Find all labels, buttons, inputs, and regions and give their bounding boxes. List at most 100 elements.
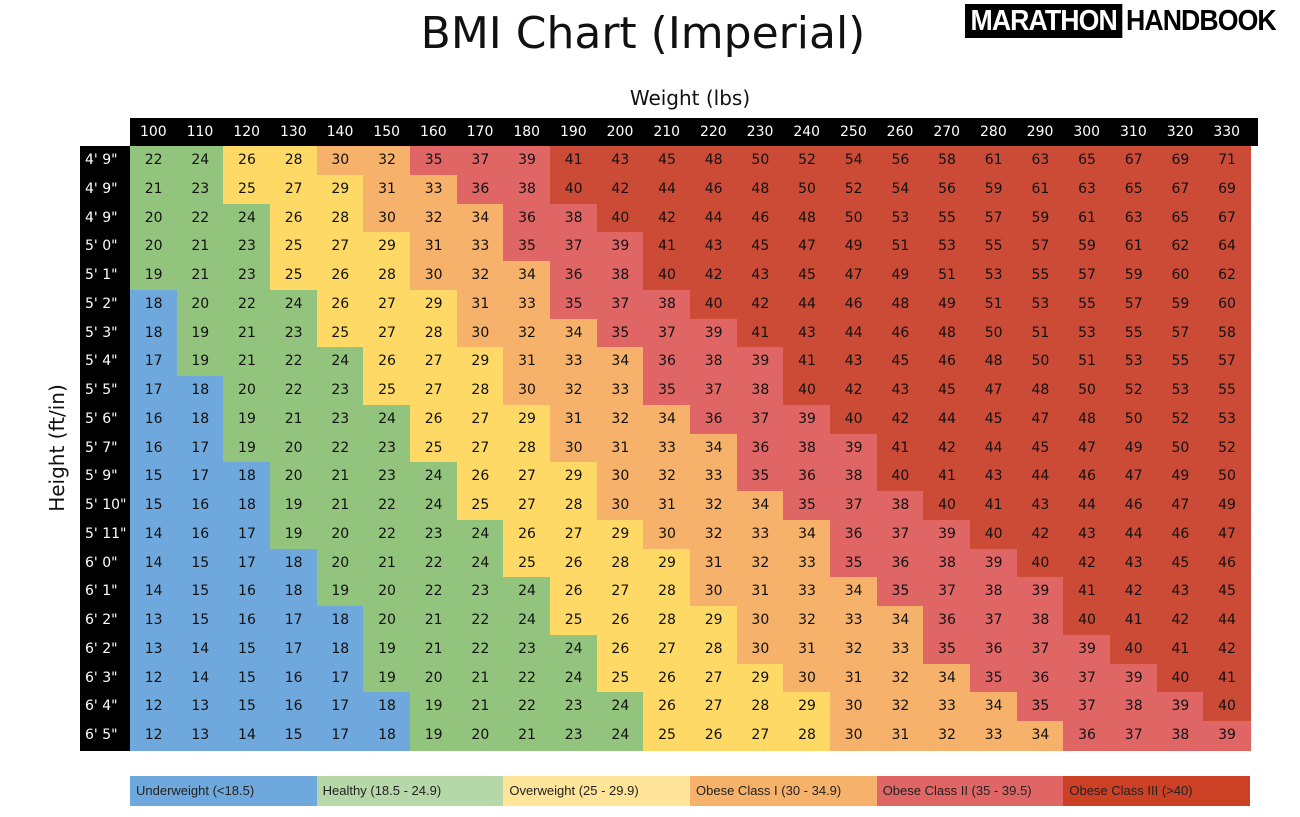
bmi-cell: 21 bbox=[456, 663, 504, 694]
bmi-cell: 52 bbox=[1110, 376, 1158, 406]
bmi-cell: 47 bbox=[1110, 462, 1158, 492]
bmi-cell: 49 bbox=[830, 232, 878, 262]
bmi-cell: 29 bbox=[783, 692, 831, 722]
bmi-cell: 23 bbox=[456, 577, 504, 607]
x-tick-label: 100 bbox=[139, 124, 167, 140]
bmi-cell: 37 bbox=[643, 318, 691, 348]
x-tick-label: 220 bbox=[699, 124, 727, 140]
bmi-cell: 31 bbox=[876, 721, 924, 751]
bmi-cell: 41 bbox=[783, 347, 831, 377]
bmi-cell: 48 bbox=[876, 289, 924, 320]
bmi-cell: 29 bbox=[690, 606, 738, 636]
x-tick-label: 160 bbox=[419, 124, 447, 140]
bmi-cell: 41 bbox=[736, 318, 784, 348]
bmi-cell: 21 bbox=[363, 548, 411, 578]
bmi-cell: 45 bbox=[970, 404, 1018, 435]
bmi-cell: 36 bbox=[503, 203, 551, 233]
y-tick-label: 5' 4" bbox=[80, 347, 130, 378]
bmi-cell: 38 bbox=[736, 376, 784, 406]
bmi-cell: 17 bbox=[176, 462, 224, 492]
bmi-cell: 14 bbox=[130, 577, 178, 607]
bmi-cell: 29 bbox=[736, 663, 784, 694]
bmi-cell: 42 bbox=[830, 376, 878, 406]
bmi-cell: 27 bbox=[270, 174, 318, 205]
bmi-cell: 32 bbox=[736, 548, 784, 578]
bmi-cell: 28 bbox=[643, 577, 691, 607]
bmi-cell: 30 bbox=[550, 433, 598, 463]
y-tick-label: 5' 7" bbox=[80, 433, 130, 464]
bmi-cell: 37 bbox=[1063, 692, 1111, 722]
bmi-cell: 34 bbox=[456, 203, 504, 233]
bmi-cell: 39 bbox=[1110, 663, 1158, 694]
bmi-cell: 23 bbox=[223, 261, 271, 291]
bmi-cell: 36 bbox=[783, 462, 831, 492]
bmi-cell: 55 bbox=[1110, 318, 1158, 348]
bmi-cell: 15 bbox=[223, 663, 271, 694]
bmi-cell: 38 bbox=[1156, 721, 1204, 751]
y-tick-label: 4' 9" bbox=[80, 174, 130, 205]
bmi-cell: 40 bbox=[783, 376, 831, 406]
bmi-cell: 18 bbox=[270, 577, 318, 607]
y-tick-label: 5' 2" bbox=[80, 289, 130, 320]
bmi-cell: 63 bbox=[1063, 174, 1111, 205]
bmi-cell: 20 bbox=[176, 289, 224, 320]
bmi-cell: 35 bbox=[410, 146, 458, 176]
bmi-cell: 17 bbox=[270, 634, 318, 665]
bmi-cell: 46 bbox=[1203, 548, 1251, 578]
bmi-cell: 26 bbox=[643, 663, 691, 694]
bmi-cell: 32 bbox=[456, 261, 504, 291]
bmi-cell: 22 bbox=[316, 433, 364, 463]
bmi-cell: 32 bbox=[690, 519, 738, 550]
bmi-cell: 37 bbox=[736, 404, 784, 435]
bmi-cell: 47 bbox=[1203, 519, 1251, 550]
bmi-cell: 59 bbox=[1110, 261, 1158, 291]
bmi-cell: 12 bbox=[130, 721, 178, 751]
bmi-cell: 51 bbox=[876, 232, 924, 262]
bmi-cell: 38 bbox=[643, 289, 691, 320]
bmi-cell: 39 bbox=[690, 318, 738, 348]
bmi-cell: 38 bbox=[923, 548, 971, 578]
bmi-cell: 43 bbox=[1063, 519, 1111, 550]
bmi-cell: 40 bbox=[970, 519, 1018, 550]
bmi-cell: 31 bbox=[550, 404, 598, 435]
bmi-cell: 18 bbox=[316, 606, 364, 636]
bmi-cell: 16 bbox=[130, 433, 178, 463]
bmi-cell: 22 bbox=[223, 289, 271, 320]
bmi-cell: 30 bbox=[830, 692, 878, 722]
bmi-cell: 34 bbox=[690, 433, 738, 463]
bmi-cell: 58 bbox=[923, 146, 971, 176]
bmi-cell: 59 bbox=[1156, 289, 1204, 320]
x-tick-label: 260 bbox=[886, 124, 914, 140]
bmi-cell: 50 bbox=[1203, 462, 1251, 492]
bmi-cell: 34 bbox=[736, 491, 784, 521]
bmi-cell: 37 bbox=[596, 289, 644, 320]
bmi-cell: 33 bbox=[690, 462, 738, 492]
y-tick-label: 5' 0" bbox=[80, 232, 130, 263]
bmi-cell: 52 bbox=[830, 174, 878, 205]
bmi-cell: 48 bbox=[1016, 376, 1064, 406]
legend-item-obese3: Obese Class III (>40) bbox=[1063, 776, 1251, 806]
bmi-cell: 60 bbox=[1156, 261, 1204, 291]
bmi-cell: 42 bbox=[1110, 577, 1158, 607]
bmi-cell: 22 bbox=[410, 548, 458, 578]
bmi-cell: 39 bbox=[830, 433, 878, 463]
bmi-cell: 21 bbox=[270, 404, 318, 435]
bmi-cell: 33 bbox=[643, 433, 691, 463]
bmi-cell: 21 bbox=[316, 462, 364, 492]
bmi-cell: 30 bbox=[596, 491, 644, 521]
bmi-cell: 32 bbox=[596, 404, 644, 435]
bmi-cell: 35 bbox=[596, 318, 644, 348]
bmi-cell: 22 bbox=[270, 347, 318, 377]
bmi-cell: 32 bbox=[410, 203, 458, 233]
bmi-cell: 27 bbox=[503, 462, 551, 492]
bmi-cell: 22 bbox=[456, 606, 504, 636]
bmi-cell: 34 bbox=[876, 606, 924, 636]
bmi-cell: 57 bbox=[1110, 289, 1158, 320]
bmi-cell: 32 bbox=[550, 376, 598, 406]
bmi-cell: 25 bbox=[410, 433, 458, 463]
y-tick-label: 5' 3" bbox=[80, 318, 130, 349]
bmi-cell: 16 bbox=[270, 692, 318, 722]
bmi-cell: 29 bbox=[410, 289, 458, 320]
bmi-cell: 29 bbox=[596, 519, 644, 550]
bmi-cell: 18 bbox=[130, 289, 178, 320]
